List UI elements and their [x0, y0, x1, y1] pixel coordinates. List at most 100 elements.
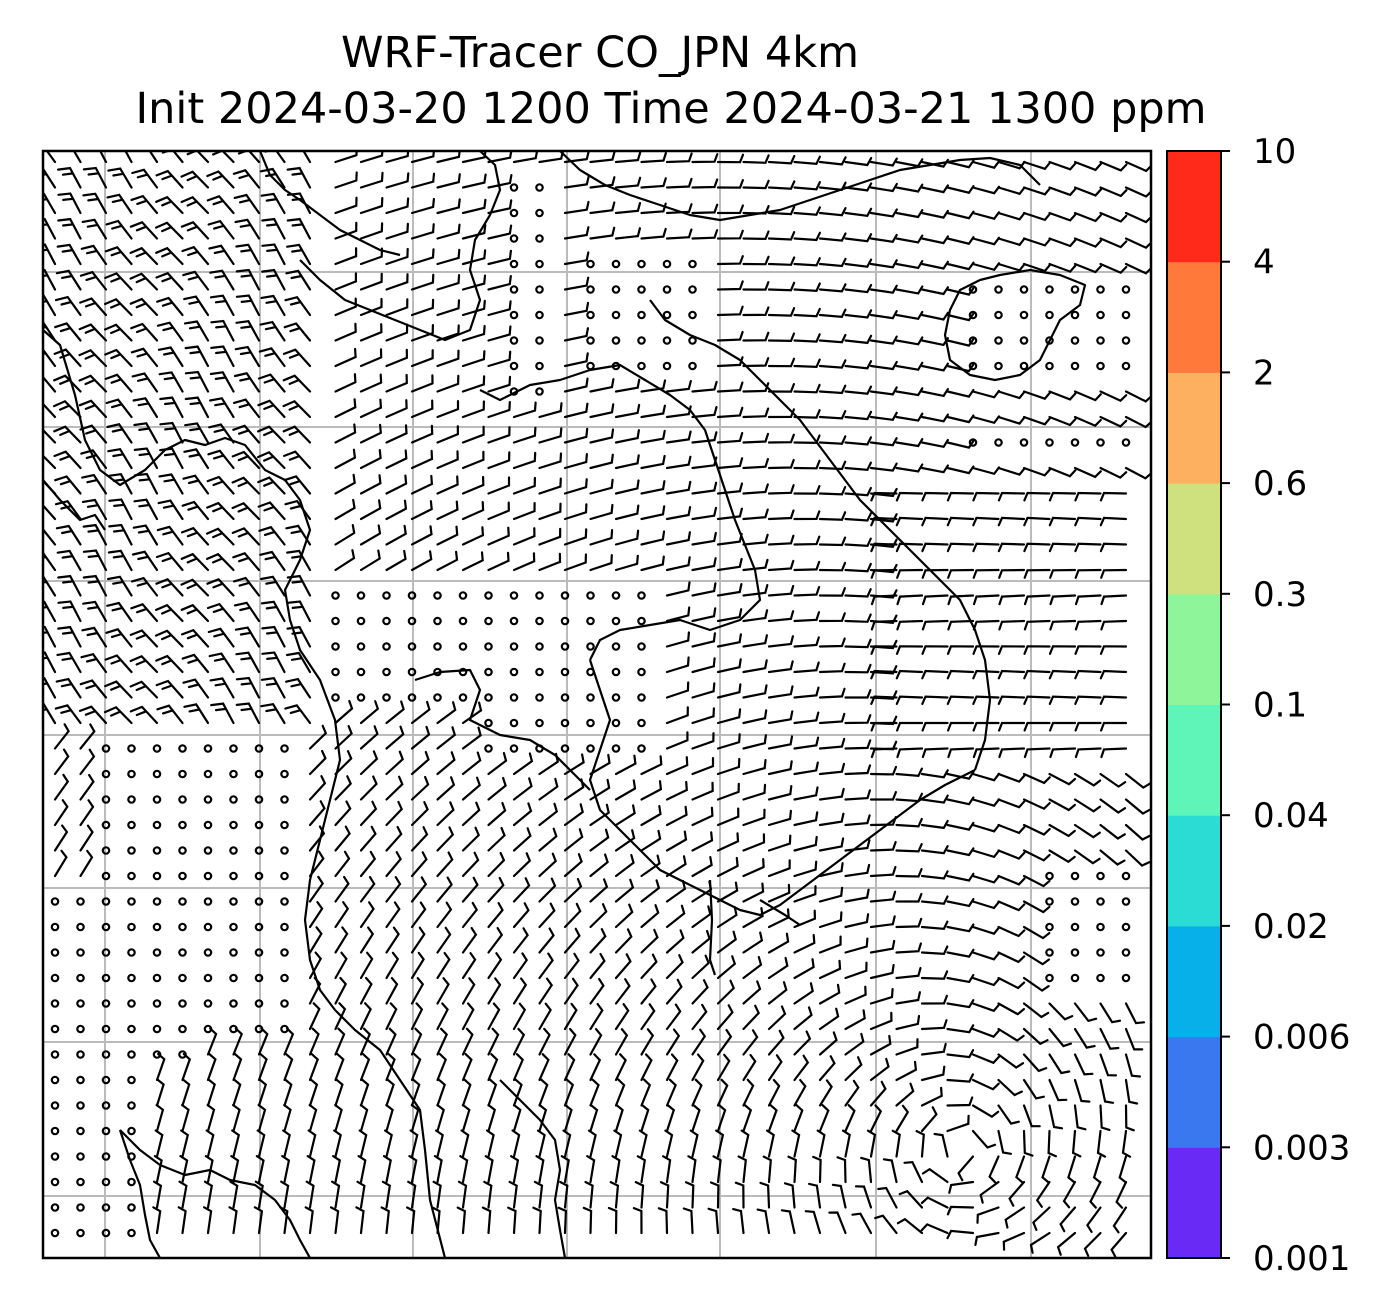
calm-circle-icon: [637, 361, 646, 371]
wind-barb-icon: [691, 1003, 708, 1031]
wind-barb-icon: [385, 524, 407, 546]
calm-circle-icon: [535, 744, 544, 753]
wind-barb-icon: [767, 231, 796, 241]
wind-barb-icon: [461, 726, 482, 750]
wind-barb-icon: [181, 245, 210, 266]
wind-barb-icon: [308, 901, 324, 929]
wind-barb-icon: [410, 700, 431, 725]
wind-barb-icon: [818, 737, 846, 750]
wind-barb-icon: [359, 323, 383, 342]
wind-barb-icon: [512, 852, 532, 878]
calm-circle-icon: [509, 259, 519, 269]
wind-barb-icon: [640, 829, 662, 852]
wind-barb-icon: [793, 485, 821, 495]
calm-circle-icon: [127, 1075, 136, 1085]
wind-barb-icon: [895, 669, 924, 680]
calm-circle-icon: [203, 922, 213, 932]
wind-barb-icon: [691, 632, 716, 648]
wind-barb-icon: [997, 951, 1026, 964]
wind-barb-icon: [563, 977, 579, 1005]
wind-barb-icon: [104, 373, 133, 393]
wind-barb-icon: [256, 1129, 266, 1158]
wind-barb-icon: [159, 421, 184, 444]
wind-barb-icon: [732, 1208, 745, 1235]
wind-barb-icon: [767, 859, 791, 878]
wind-barb-icon: [410, 801, 429, 827]
wind-barb-icon: [920, 1223, 949, 1235]
calm-circle-icon: [535, 285, 544, 294]
wind-barb-icon: [767, 883, 791, 903]
wind-barb-icon: [665, 830, 688, 852]
wind-barb-icon: [589, 478, 614, 495]
wind-barb-icon: [99, 151, 108, 164]
wind-barb-icon: [461, 1053, 473, 1082]
calm-circle-icon: [152, 744, 162, 753]
wind-barb-icon: [487, 249, 512, 266]
wind-barb-icon: [359, 549, 381, 572]
wind-barb-icon: [844, 360, 873, 370]
wind-barb-icon: [234, 345, 261, 368]
calm-circle-icon: [688, 285, 697, 294]
wind-barb-icon: [333, 1129, 342, 1158]
calm-circle-icon: [535, 336, 544, 345]
calm-circle-icon: [1096, 438, 1105, 447]
wind-barb-icon: [257, 425, 286, 444]
wind-barb-icon: [1073, 772, 1102, 787]
calm-circle-icon: [433, 591, 442, 600]
wind-barb-icon: [844, 863, 871, 878]
wind-barb-icon: [79, 849, 94, 878]
wind-barb-icon: [818, 1079, 833, 1107]
wind-barb-icon: [997, 415, 1026, 425]
wind-barb-icon: [818, 886, 844, 903]
wind-barb-icon: [261, 268, 286, 291]
wind-barb-icon: [1100, 594, 1128, 606]
wind-barb-icon: [946, 439, 975, 449]
wind-barb-icon: [921, 695, 949, 705]
wind-barb-icon: [1124, 1027, 1144, 1051]
wind-barb-icon: [334, 1103, 343, 1133]
wind-barb-icon: [844, 258, 873, 268]
wind-barb-icon: [665, 929, 685, 954]
wind-barb-icon: [742, 609, 769, 623]
colorbar-swatch: [1167, 1036, 1221, 1148]
wind-barb-icon: [844, 663, 872, 674]
calm-circle-icon: [229, 820, 238, 830]
wind-barb-icon: [436, 500, 459, 521]
calm-circle-icon: [356, 616, 366, 626]
wind-barb-icon: [742, 833, 766, 852]
wind-barb-icon: [869, 360, 898, 371]
wind-barb-icon: [306, 1155, 316, 1184]
wind-barb-icon: [742, 759, 767, 776]
calm-circle-icon: [688, 310, 697, 320]
wind-barb-icon: [1048, 160, 1077, 171]
wind-barb-icon: [54, 499, 82, 521]
wind-barb-icon: [538, 902, 556, 929]
wind-barb-icon: [487, 826, 506, 852]
wind-barb-icon: [589, 778, 611, 801]
wind-barb-icon: [308, 800, 326, 827]
wind-barb-icon: [181, 653, 210, 674]
wind-barb-icon: [154, 1129, 164, 1158]
wind-barb-icon: [662, 1155, 672, 1184]
wind-barb-icon: [563, 902, 582, 929]
wind-barb-icon: [1048, 645, 1077, 655]
wind-barb-icon: [998, 619, 1026, 631]
calm-circle-icon: [611, 718, 621, 728]
wind-barb-icon: [436, 349, 460, 368]
wind-barb-icon: [487, 927, 504, 954]
wind-barb-icon: [52, 399, 82, 419]
wind-barb-icon: [716, 807, 740, 827]
wind-barb-icon: [793, 1054, 810, 1082]
wind-barb-icon: [436, 173, 461, 189]
wind-barb-icon: [742, 154, 770, 164]
wind-barb-icon: [793, 307, 821, 318]
wind-barb-icon: [234, 626, 261, 648]
wind-barb-icon: [130, 603, 159, 623]
wind-barb-icon: [436, 1103, 445, 1133]
wind-barb-icon: [640, 928, 659, 954]
calm-circle-icon: [50, 1203, 60, 1212]
wind-barb-icon: [971, 951, 1001, 961]
wind-barb-icon: [613, 1129, 623, 1158]
calm-circle-icon: [1121, 897, 1131, 906]
wind-barb-icon: [1023, 645, 1051, 655]
